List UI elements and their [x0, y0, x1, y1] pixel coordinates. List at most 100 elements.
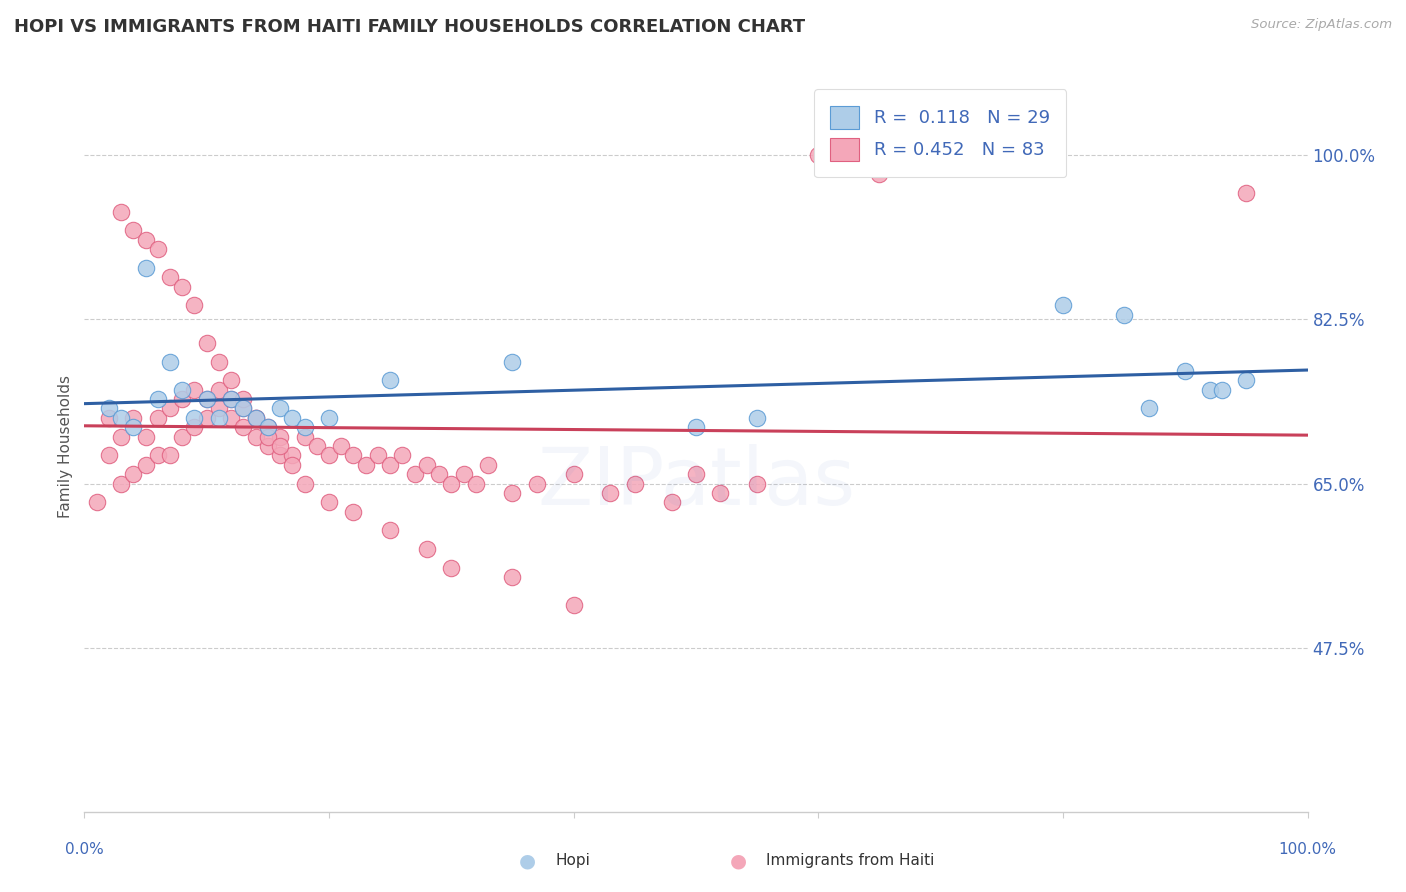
- Point: [747, 410, 769, 425]
- Point: [404, 467, 426, 482]
- Point: [269, 401, 291, 416]
- Point: [257, 429, 280, 443]
- Point: [146, 392, 169, 406]
- Point: [159, 401, 181, 416]
- Point: [135, 429, 157, 443]
- Point: [110, 429, 132, 443]
- Point: [97, 410, 120, 425]
- Point: [159, 449, 181, 463]
- Point: [1052, 298, 1074, 312]
- Point: [330, 439, 353, 453]
- Point: [172, 392, 194, 406]
- Point: [318, 449, 340, 463]
- Point: [416, 458, 439, 472]
- Point: [502, 570, 524, 584]
- Point: [354, 458, 377, 472]
- Point: [208, 354, 231, 368]
- Point: [269, 429, 291, 443]
- Point: [122, 223, 145, 237]
- Point: [1198, 383, 1220, 397]
- Point: [135, 458, 157, 472]
- Point: [110, 410, 132, 425]
- Point: [599, 486, 621, 500]
- Text: ●: ●: [519, 851, 536, 871]
- Point: [135, 233, 157, 247]
- Point: [367, 449, 389, 463]
- Point: [110, 204, 132, 219]
- Y-axis label: Family Households: Family Households: [58, 375, 73, 517]
- Point: [391, 449, 413, 463]
- Point: [440, 476, 463, 491]
- Point: [110, 476, 132, 491]
- Point: [135, 260, 157, 275]
- Point: [342, 449, 364, 463]
- Point: [245, 410, 267, 425]
- Point: [624, 476, 647, 491]
- Point: [172, 429, 194, 443]
- Point: [1174, 364, 1197, 378]
- Point: [416, 542, 439, 557]
- Point: [526, 476, 548, 491]
- Point: [208, 383, 231, 397]
- Point: [97, 401, 120, 416]
- Point: [159, 270, 181, 285]
- Point: [281, 458, 304, 472]
- Text: 100.0%: 100.0%: [1278, 842, 1337, 857]
- Point: [208, 401, 231, 416]
- Point: [1236, 186, 1258, 200]
- Point: [342, 505, 364, 519]
- Point: [380, 373, 402, 387]
- Point: [183, 298, 205, 312]
- Point: [219, 410, 242, 425]
- Point: [477, 458, 499, 472]
- Point: [172, 383, 194, 397]
- Point: [281, 449, 304, 463]
- Point: [172, 279, 194, 293]
- Point: [159, 354, 181, 368]
- Point: [453, 467, 475, 482]
- Point: [245, 429, 267, 443]
- Point: [219, 392, 242, 406]
- Point: [869, 167, 891, 181]
- Point: [195, 335, 218, 350]
- Point: [294, 420, 316, 434]
- Point: [195, 410, 218, 425]
- Point: [232, 401, 254, 416]
- Point: [427, 467, 450, 482]
- Point: [86, 495, 108, 509]
- Point: [281, 410, 304, 425]
- Point: [232, 401, 254, 416]
- Point: [380, 524, 402, 538]
- Point: [709, 486, 731, 500]
- Point: [294, 429, 316, 443]
- Point: [318, 410, 340, 425]
- Point: [146, 242, 169, 256]
- Point: [269, 449, 291, 463]
- Point: [183, 383, 205, 397]
- Point: [807, 148, 830, 162]
- Point: [380, 458, 402, 472]
- Point: [1114, 308, 1136, 322]
- Point: [562, 599, 585, 613]
- Point: [257, 420, 280, 434]
- Point: [245, 410, 267, 425]
- Point: [440, 561, 463, 575]
- Legend: R =  0.118   N = 29, R = 0.452   N = 83: R = 0.118 N = 29, R = 0.452 N = 83: [814, 89, 1066, 178]
- Point: [1236, 373, 1258, 387]
- Point: [219, 392, 242, 406]
- Point: [183, 420, 205, 434]
- Text: 0.0%: 0.0%: [65, 842, 104, 857]
- Point: [1211, 383, 1233, 397]
- Point: [269, 439, 291, 453]
- Point: [464, 476, 486, 491]
- Point: [195, 392, 218, 406]
- Point: [257, 420, 280, 434]
- Point: [208, 410, 231, 425]
- Point: [685, 420, 707, 434]
- Point: [257, 439, 280, 453]
- Text: ZIPatlas: ZIPatlas: [537, 443, 855, 522]
- Point: [747, 476, 769, 491]
- Text: HOPI VS IMMIGRANTS FROM HAITI FAMILY HOUSEHOLDS CORRELATION CHART: HOPI VS IMMIGRANTS FROM HAITI FAMILY HOU…: [14, 18, 806, 36]
- Point: [232, 392, 254, 406]
- Text: ●: ●: [730, 851, 747, 871]
